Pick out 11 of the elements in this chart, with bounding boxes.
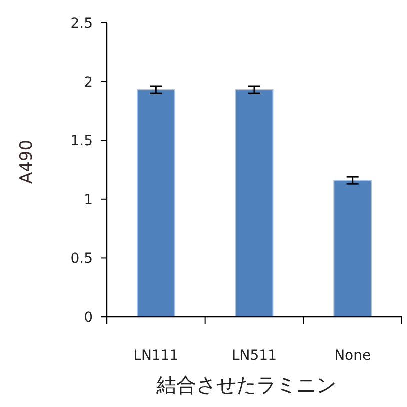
y-tick-label: 2.5 xyxy=(70,16,93,32)
y-tick-label: 0 xyxy=(84,310,93,326)
y-axis-title: A490 xyxy=(17,140,37,184)
y-tick-label: 1.5 xyxy=(70,134,93,150)
y-tick-label: 1 xyxy=(84,192,93,208)
x-tick-label: None xyxy=(334,348,372,364)
x-tick-label: LN111 xyxy=(134,348,179,364)
x-axis-title: 結合させたラミニン xyxy=(156,373,336,397)
y-tick-label: 2 xyxy=(84,74,93,91)
x-tick-label: LN511 xyxy=(232,348,277,364)
y-tick-label: 0.5 xyxy=(70,251,93,268)
